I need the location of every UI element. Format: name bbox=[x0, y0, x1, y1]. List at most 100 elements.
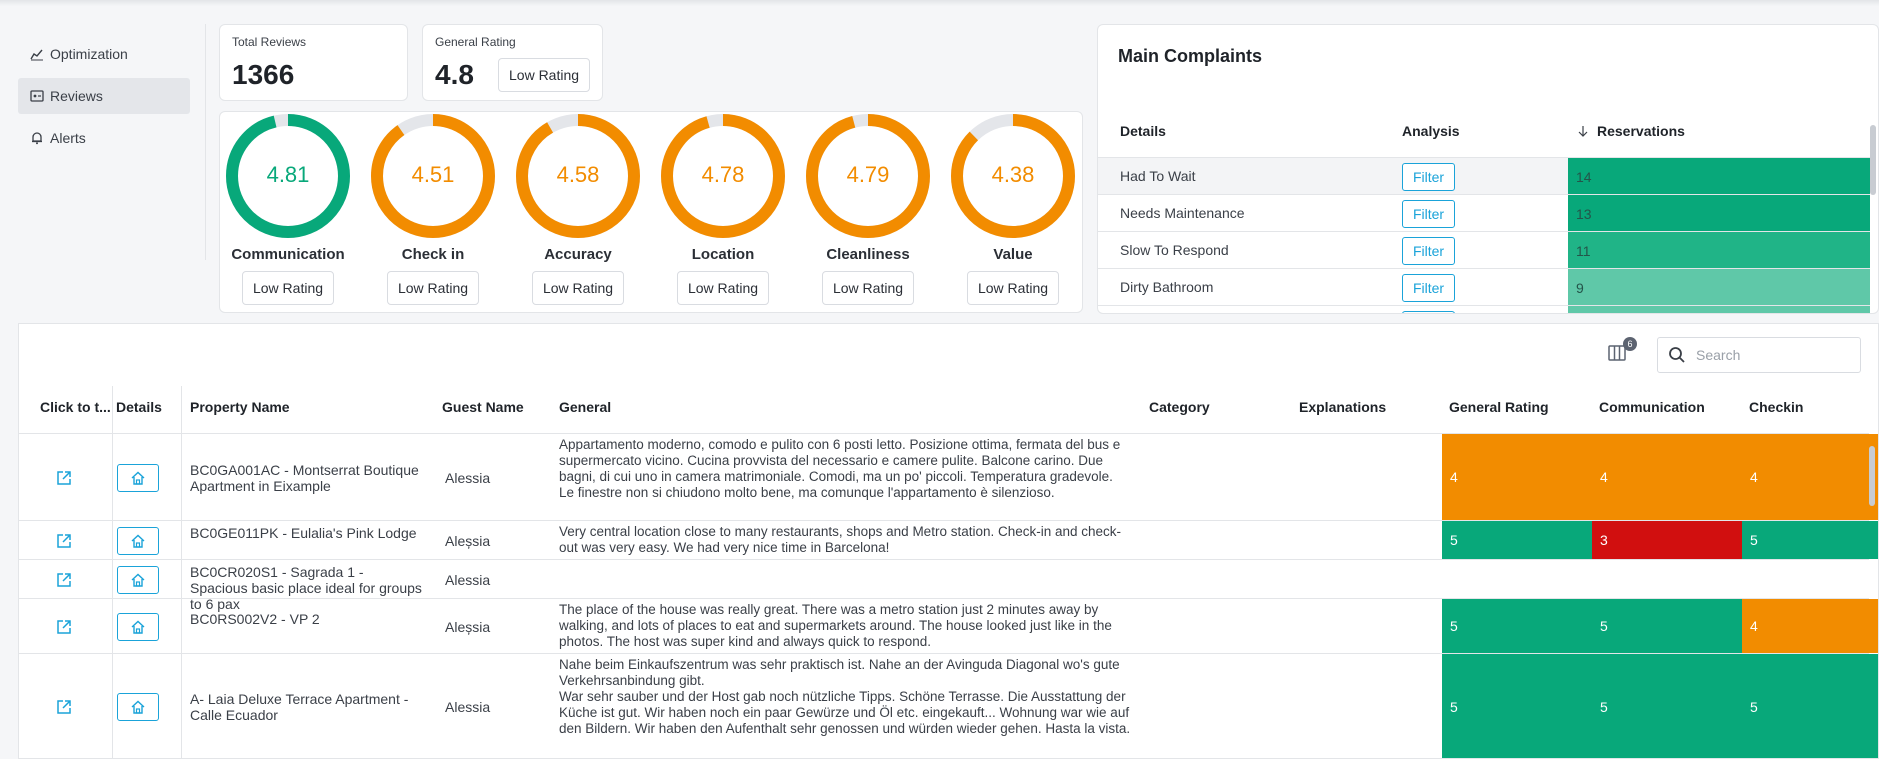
complaint-reservations: 13 bbox=[1568, 195, 1870, 232]
open-external-icon[interactable] bbox=[55, 469, 73, 487]
complaint-details: Dirty Bathroom bbox=[1120, 279, 1214, 295]
details-button[interactable] bbox=[117, 693, 159, 721]
complaints-header-analysis: Analysis bbox=[1402, 123, 1460, 139]
gauge-ring bbox=[226, 114, 350, 238]
reservations-header-label: Reservations bbox=[1597, 123, 1685, 139]
complaint-reservations: 9 bbox=[1568, 269, 1870, 306]
sidebar-item-optimization[interactable]: Optimization bbox=[18, 36, 190, 72]
gauge-fill bbox=[806, 114, 930, 238]
score-general-rating: 5 bbox=[1442, 654, 1592, 758]
gauge-label: Location bbox=[691, 246, 755, 263]
col-header-category[interactable]: Category bbox=[1149, 399, 1210, 415]
filter-button[interactable]: Filter bbox=[1402, 163, 1455, 191]
details-button[interactable] bbox=[117, 463, 159, 492]
gauge-ring bbox=[516, 114, 640, 238]
complaint-details: Slow To Respond bbox=[1120, 242, 1229, 258]
sidebar-item-reviews[interactable]: Reviews bbox=[18, 78, 190, 114]
complaint-row: Had To Wait Filter 14 bbox=[1098, 157, 1870, 195]
general-rating-card: General Rating 4.8 Low Rating bbox=[422, 24, 603, 101]
table-row: A- Laia Deluxe Terrace Apartment - Calle… bbox=[19, 654, 1878, 758]
filter-button[interactable]: Filter bbox=[1402, 200, 1455, 228]
gauge-ring bbox=[371, 114, 495, 238]
home-icon bbox=[131, 471, 145, 485]
open-external-icon[interactable] bbox=[55, 571, 73, 589]
filter-button[interactable]: Filter bbox=[1402, 274, 1455, 302]
gauge-fill bbox=[951, 114, 1075, 238]
guest-name: Alessia bbox=[445, 571, 491, 588]
col-header-explanations[interactable]: Explanations bbox=[1299, 399, 1387, 415]
col-header-details[interactable]: Details bbox=[116, 399, 162, 415]
gauge-check-in: 4.51 Check in Low Rating bbox=[369, 112, 497, 305]
home-icon bbox=[131, 534, 145, 548]
general-rating-label: General Rating bbox=[435, 35, 516, 49]
col-header-general[interactable]: General bbox=[559, 399, 612, 415]
gauge-fill bbox=[516, 114, 640, 238]
home-icon bbox=[131, 700, 145, 714]
total-reviews-card: Total Reviews 1366 bbox=[219, 24, 408, 101]
score-checkin: 5 bbox=[1742, 654, 1878, 758]
gauge-fill bbox=[371, 114, 495, 238]
complaints-header-reservations[interactable]: Reservations bbox=[1577, 123, 1685, 139]
filter-button[interactable]: Filter bbox=[1402, 311, 1455, 313]
scrollbar-thumb[interactable] bbox=[1869, 446, 1875, 506]
filter-button[interactable]: Filter bbox=[1402, 237, 1455, 265]
gauge-value: 4.58 bbox=[556, 162, 600, 187]
complaint-row: Slow To Respond Filter 11 bbox=[1098, 231, 1870, 269]
general-low-rating-button[interactable]: Low Rating bbox=[498, 58, 591, 92]
gauge-label: Accuracy bbox=[544, 246, 612, 263]
sidebar-item-label: Optimization bbox=[50, 46, 128, 62]
home-icon bbox=[131, 573, 145, 587]
gauge-low-rating-button[interactable]: Low Rating bbox=[241, 271, 335, 305]
complaint-row: Dirty Bathroom Filter 9 bbox=[1098, 268, 1870, 306]
columns-toggle-button[interactable]: 6 bbox=[1607, 337, 1637, 367]
gauge-fill bbox=[661, 114, 785, 238]
details-button[interactable] bbox=[117, 565, 159, 594]
gauge-accuracy: 4.58 Accuracy Low Rating bbox=[514, 112, 642, 305]
guest-name: Aleșsia bbox=[445, 618, 491, 635]
home-icon bbox=[131, 620, 145, 634]
col-header-communication[interactable]: Communication bbox=[1599, 399, 1705, 415]
column-divider bbox=[112, 386, 113, 758]
complaint-details: Had To Wait bbox=[1120, 168, 1196, 184]
gauge-low-rating-button[interactable]: Low Rating bbox=[966, 271, 1060, 305]
general-review-text: Nahe beim Einkaufszentrum was sehr prakt… bbox=[559, 657, 1131, 736]
header-divider bbox=[19, 433, 1869, 434]
sidebar-divider bbox=[205, 24, 206, 260]
gauge-value: 4.79 bbox=[846, 162, 890, 187]
complaint-reservations: 11 bbox=[1568, 232, 1870, 269]
open-external-icon[interactable] bbox=[55, 698, 73, 716]
gauge-low-rating-button[interactable]: Low Rating bbox=[386, 271, 480, 305]
search-box[interactable] bbox=[1657, 337, 1861, 373]
scrollbar-thumb[interactable] bbox=[1870, 125, 1876, 195]
score-checkin: 4 bbox=[1742, 599, 1878, 653]
gauge-ring bbox=[661, 114, 785, 238]
gauge-low-rating-button[interactable]: Low Rating bbox=[531, 271, 625, 305]
gauge-low-rating-button[interactable]: Low Rating bbox=[676, 271, 770, 305]
col-header-click[interactable]: Click to t... bbox=[40, 399, 111, 415]
property-name: BC0GA001AC - Montserrat Boutique Apartme… bbox=[190, 461, 419, 494]
search-input[interactable] bbox=[1696, 347, 1846, 363]
gauges-card bbox=[219, 111, 1083, 313]
review-icon bbox=[30, 90, 44, 102]
sidebar-item-alerts[interactable]: Alerts bbox=[18, 120, 190, 156]
sidebar-item-label: Reviews bbox=[50, 88, 103, 104]
table-row: BC0RS002V2 - VP 2 Aleșsia The place of the… bbox=[19, 599, 1878, 654]
score-communication: 5 bbox=[1592, 599, 1742, 653]
gauge-label: Check in bbox=[401, 246, 465, 263]
property-name: BC0CR020S1 - Sagrada 1 - Spacious basic … bbox=[190, 563, 422, 612]
gauge-low-rating-button[interactable]: Low Rating bbox=[821, 271, 915, 305]
details-button[interactable] bbox=[117, 612, 159, 641]
col-header-guest[interactable]: Guest Name bbox=[442, 399, 524, 415]
details-button[interactable] bbox=[117, 526, 159, 555]
open-external-icon[interactable] bbox=[55, 618, 73, 636]
gauge-fill bbox=[226, 114, 350, 238]
gauge-label: Communication bbox=[231, 246, 345, 263]
complaints-scrollbar[interactable] bbox=[1868, 85, 1878, 313]
open-external-icon[interactable] bbox=[55, 532, 73, 550]
col-header-property[interactable]: Property Name bbox=[190, 399, 290, 415]
guest-name: Alessia bbox=[445, 469, 491, 486]
col-header-checkin[interactable]: Checkin bbox=[1749, 399, 1804, 415]
col-header-general-rating[interactable]: General Rating bbox=[1449, 399, 1549, 415]
table-scrollbar[interactable] bbox=[1868, 386, 1876, 756]
general-review-text: Appartamento moderno, comodo e pulito co… bbox=[559, 437, 1121, 500]
